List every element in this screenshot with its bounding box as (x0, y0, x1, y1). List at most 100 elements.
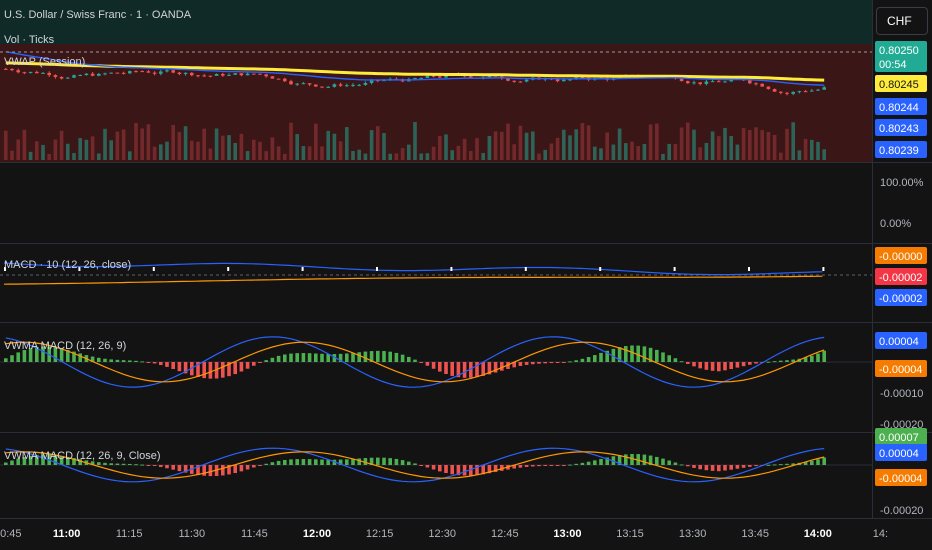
histogram-bar (332, 354, 337, 362)
volume-bar (543, 149, 547, 160)
candle-body (779, 91, 783, 93)
price-tag (875, 119, 927, 136)
candle-body (686, 81, 690, 84)
volume-bar (314, 123, 318, 160)
histogram-bar (10, 355, 14, 362)
histogram-bar (295, 459, 299, 465)
histogram-bar (679, 464, 684, 466)
histogram-bar (568, 464, 572, 466)
volume-bar (345, 127, 349, 160)
volume-bar (115, 131, 120, 160)
candle-body (84, 73, 89, 76)
macd-marker (152, 267, 155, 271)
histogram-bar (152, 465, 157, 466)
candle-body (264, 74, 268, 77)
histogram-bar (115, 359, 120, 362)
histogram-bar (624, 346, 628, 362)
candle-body (729, 79, 733, 82)
histogram-bar (487, 465, 492, 474)
candle-body (555, 79, 560, 82)
price-tag-label: 00:54 (879, 59, 907, 71)
candle-body (121, 72, 126, 74)
main-bottom-band (0, 44, 872, 162)
volume-bar (500, 131, 504, 160)
histogram-bar (345, 353, 349, 362)
histogram-bar (444, 465, 448, 474)
volume-bar (630, 141, 634, 160)
candle-body (487, 75, 492, 78)
volume-bar (351, 150, 355, 160)
candle-body (524, 79, 529, 82)
histogram-bar (307, 459, 312, 465)
histogram-bar (388, 458, 392, 465)
histogram-bar (177, 465, 182, 472)
volume-bar (400, 148, 405, 160)
histogram-bar (53, 455, 58, 465)
histogram-bar (326, 354, 330, 362)
histogram-bar (531, 465, 535, 467)
price-tag-label: 0.80243 (879, 123, 919, 135)
time-tick-label: 13:45 (741, 528, 769, 540)
histogram-bar (766, 464, 771, 466)
histogram-bar (444, 362, 448, 375)
candle-body (97, 73, 101, 76)
histogram-bar (407, 356, 411, 362)
histogram-bar (605, 350, 609, 362)
candle-body (28, 71, 33, 73)
volume-bar (190, 140, 194, 160)
currency-button[interactable]: CHF (876, 7, 928, 35)
histogram-bar (766, 361, 771, 363)
histogram-bar (779, 464, 783, 466)
histogram-bar (822, 350, 826, 362)
histogram-bar (717, 465, 721, 472)
price-tag-label: 0.80244 (879, 102, 919, 114)
candle-body (140, 71, 144, 73)
volume-bar (202, 128, 206, 160)
histogram-bar (338, 459, 343, 465)
candle-body (146, 71, 151, 73)
histogram-bar (196, 362, 200, 377)
volume-bar (22, 129, 27, 160)
candle-body (283, 78, 287, 82)
candle-body (698, 82, 702, 84)
volume-bar (797, 150, 802, 160)
histogram-bar (276, 460, 281, 465)
histogram-bar (140, 361, 144, 363)
time-tick-label: 12:45 (491, 528, 519, 540)
histogram-bar (500, 362, 504, 371)
histogram-bar (134, 360, 138, 362)
candle-body (159, 71, 163, 74)
candle-body (4, 68, 8, 70)
candle-body (289, 81, 293, 85)
volume-bar (803, 138, 808, 160)
volume-bar (444, 134, 448, 160)
volume-bar (524, 132, 529, 160)
volume-bar (438, 135, 442, 160)
volume-bar (816, 141, 820, 160)
volume-bar (177, 131, 182, 160)
candle-body (128, 71, 132, 74)
time-tick-label: 10:45 (0, 528, 22, 540)
time-tick-label: 11:30 (178, 528, 205, 540)
volume-bar (146, 124, 151, 160)
histogram-bar (543, 362, 547, 364)
volume-bar (134, 123, 138, 160)
histogram-bar (661, 352, 665, 362)
candle-body (245, 73, 250, 76)
macd-tag-label: -0.00000 (879, 251, 922, 263)
volume-bar (121, 129, 126, 160)
histogram-bar (289, 353, 293, 362)
histogram-bar (407, 461, 411, 465)
histogram-bar (245, 362, 250, 369)
candle-body (810, 90, 814, 92)
vwma2-tag-label: -0.00004 (879, 473, 922, 485)
price-tag-label: 0.80250 (879, 45, 919, 57)
candle-body (134, 71, 138, 73)
histogram-bar (562, 362, 566, 363)
histogram-bar (22, 457, 27, 465)
candle-body (72, 75, 76, 78)
candle-body (152, 72, 157, 74)
candle-body (363, 82, 368, 85)
